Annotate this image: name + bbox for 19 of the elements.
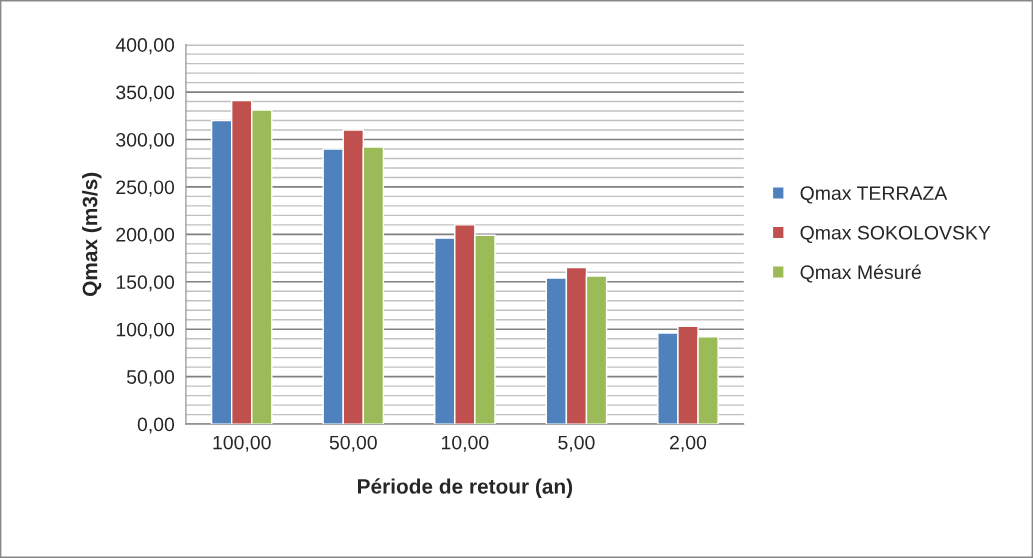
y-tick-label: 400,00 — [115, 38, 175, 55]
y-tick-label: 0,00 — [137, 417, 175, 434]
y-tick-label: 300,00 — [116, 132, 175, 150]
x-axis-title: Période de retour (an) — [358, 478, 573, 498]
x-tick-label: 2,00 — [670, 435, 707, 452]
x-tick-label: 100,00 — [213, 435, 271, 452]
y-tick-label: 150,00 — [116, 275, 175, 292]
legend-label: Qmax TERRAZA — [800, 186, 948, 204]
x-tick-label: 10,00 — [442, 435, 489, 452]
x-tick-label: 5,00 — [558, 435, 595, 452]
y-axis-title: Qmax (m3/s) — [82, 172, 102, 297]
legend-label: Qmax Mésuré — [800, 264, 921, 283]
y-tick-label: 100,00 — [116, 322, 175, 339]
y-tick-label: 350,00 — [116, 85, 175, 102]
y-tick-label: 250,00 — [116, 180, 175, 197]
y-tick-label: 200,00 — [116, 227, 175, 244]
x-tick-label: 50,00 — [329, 435, 377, 452]
y-tick-label: 50,00 — [126, 370, 175, 387]
legend-label: Qmax SOKOLOVSKY — [800, 225, 991, 244]
